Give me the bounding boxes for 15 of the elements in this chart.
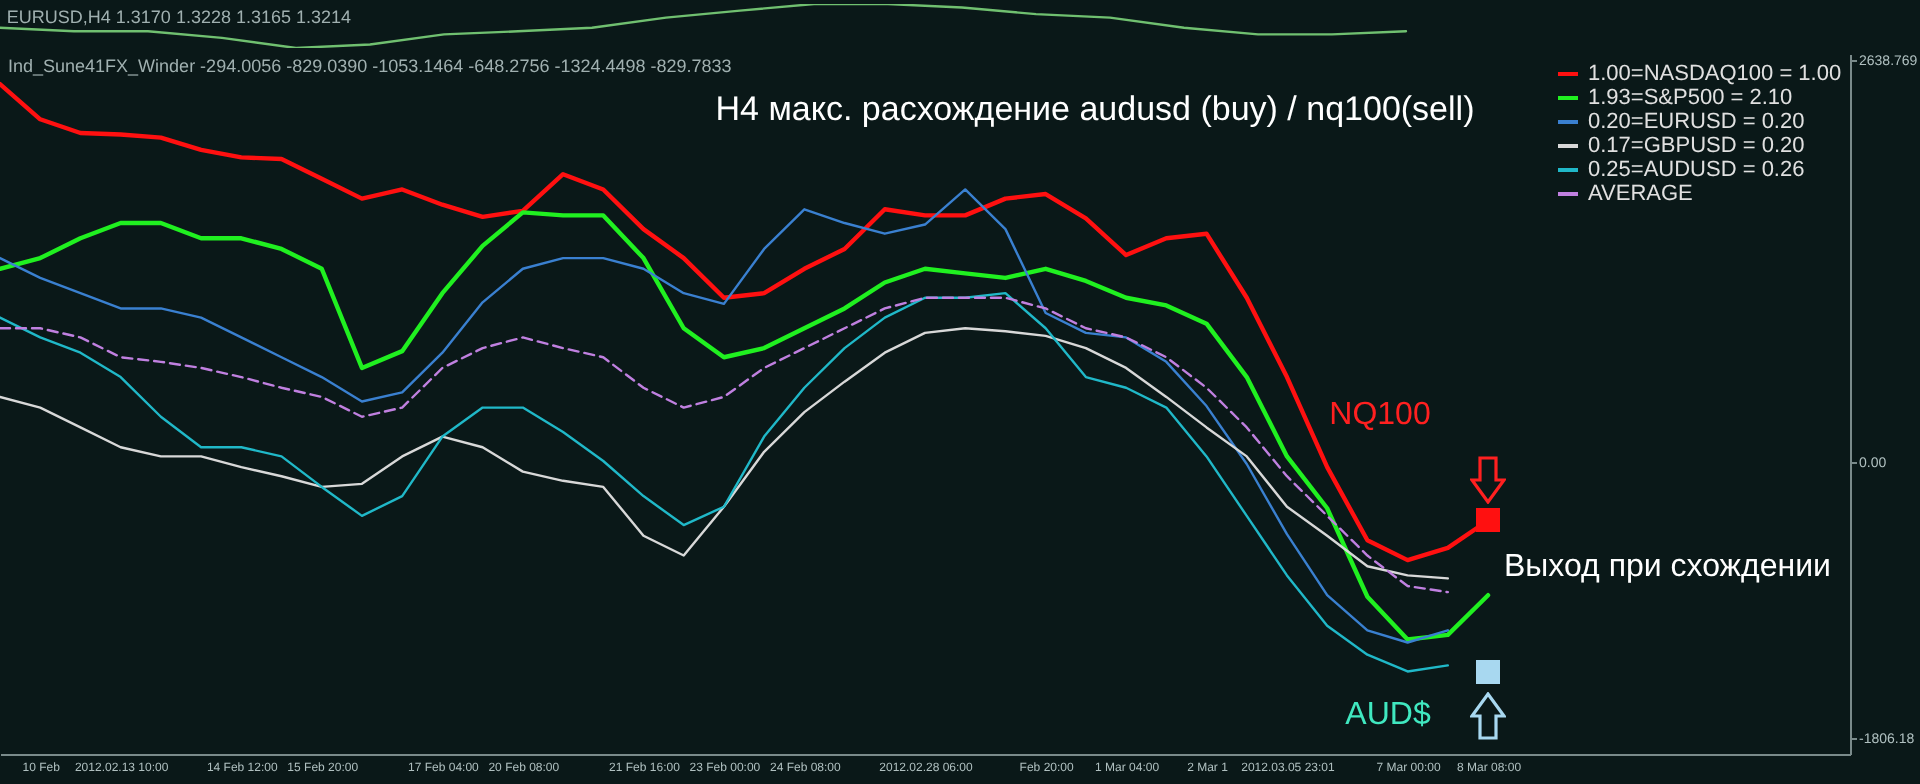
annotation: AUD$ (1345, 698, 1431, 732)
legend-label: 0.17=GBPUSD = 0.20 (1588, 134, 1805, 158)
line-series (0, 296, 1450, 594)
legend-label: 0.25=AUDUSD = 0.26 (1588, 158, 1805, 182)
legend-label: 1.00=NASDAQ100 = 1.00 (1588, 62, 1842, 86)
annotation: Ind_Sune41FX_Winder -294.0056 -829.0390 -1053.1464 -648.2756 -1324.4498 -829.7833 (8, 56, 732, 76)
line-series (0, 327, 1450, 580)
legend-label: 0.20=EURUSD = 0.20 (1588, 110, 1805, 134)
legend-label: AVERAGE (1588, 182, 1693, 206)
line-series (0, 291, 1450, 673)
legend-label: 1.93=S&P500 = 2.10 (1588, 86, 1793, 110)
chart-title: EURUSD,H4 1.3170 1.3228 1.3165 1.3214 (6, 6, 352, 27)
annotation: NQ100 (1329, 398, 1431, 432)
text: H4 макс. расхождение audusd (buy) / nq100(sell) (715, 89, 1475, 128)
annotation: Выход при схождении (1504, 550, 1831, 584)
